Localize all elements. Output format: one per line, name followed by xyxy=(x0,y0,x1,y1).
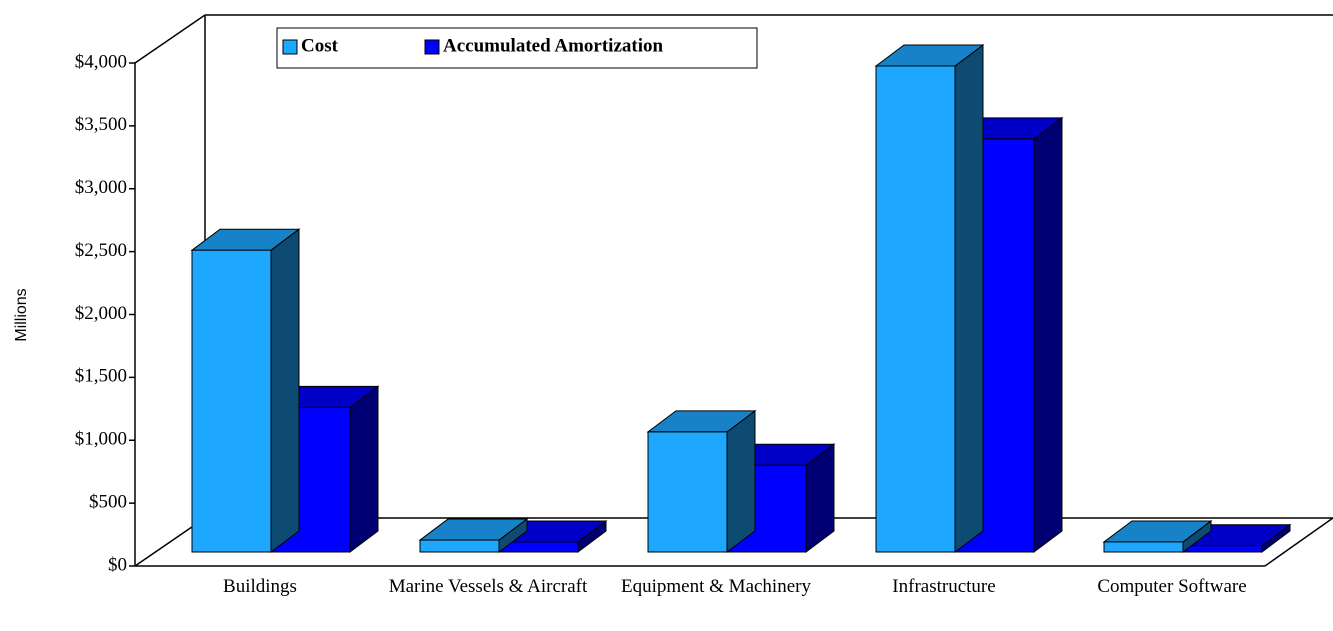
legend-swatch xyxy=(424,39,440,55)
bar xyxy=(419,539,500,553)
x-tick-label: Equipment & Machinery xyxy=(621,576,811,597)
bar xyxy=(191,249,272,553)
legend-label: Accumulated Amortization xyxy=(443,35,663,56)
x-tick-label: Marine Vessels & Aircraft xyxy=(388,576,588,597)
legend xyxy=(276,27,758,69)
y-tick-label: $1,000 xyxy=(75,429,127,450)
y-tick-label: $2,000 xyxy=(75,303,127,324)
x-tick-label: Buildings xyxy=(223,576,297,597)
x-tick-label: Infrastructure xyxy=(892,576,996,597)
bar-side xyxy=(954,43,984,553)
y-tick-label: $2,500 xyxy=(75,240,127,261)
y-tick-label: $500 xyxy=(89,491,127,512)
legend-label: Cost xyxy=(301,35,339,56)
x-tick-label: Computer Software xyxy=(1097,576,1247,597)
bar xyxy=(875,65,956,553)
y-tick-label: $3,000 xyxy=(75,177,127,198)
y-axis-title: Millions xyxy=(13,288,30,341)
legend-swatch xyxy=(282,39,298,55)
bar xyxy=(1182,545,1263,553)
y-tick-label: $0 xyxy=(108,554,127,575)
bar xyxy=(647,431,728,553)
bar-side xyxy=(726,409,756,553)
bar-side xyxy=(1033,116,1063,553)
bar-side xyxy=(349,385,379,553)
y-tick-label: $3,500 xyxy=(75,114,127,135)
bar-side xyxy=(270,228,300,553)
y-tick-label: $1,500 xyxy=(75,366,127,387)
bar xyxy=(1103,541,1184,553)
y-tick-label: $4,000 xyxy=(75,51,127,72)
